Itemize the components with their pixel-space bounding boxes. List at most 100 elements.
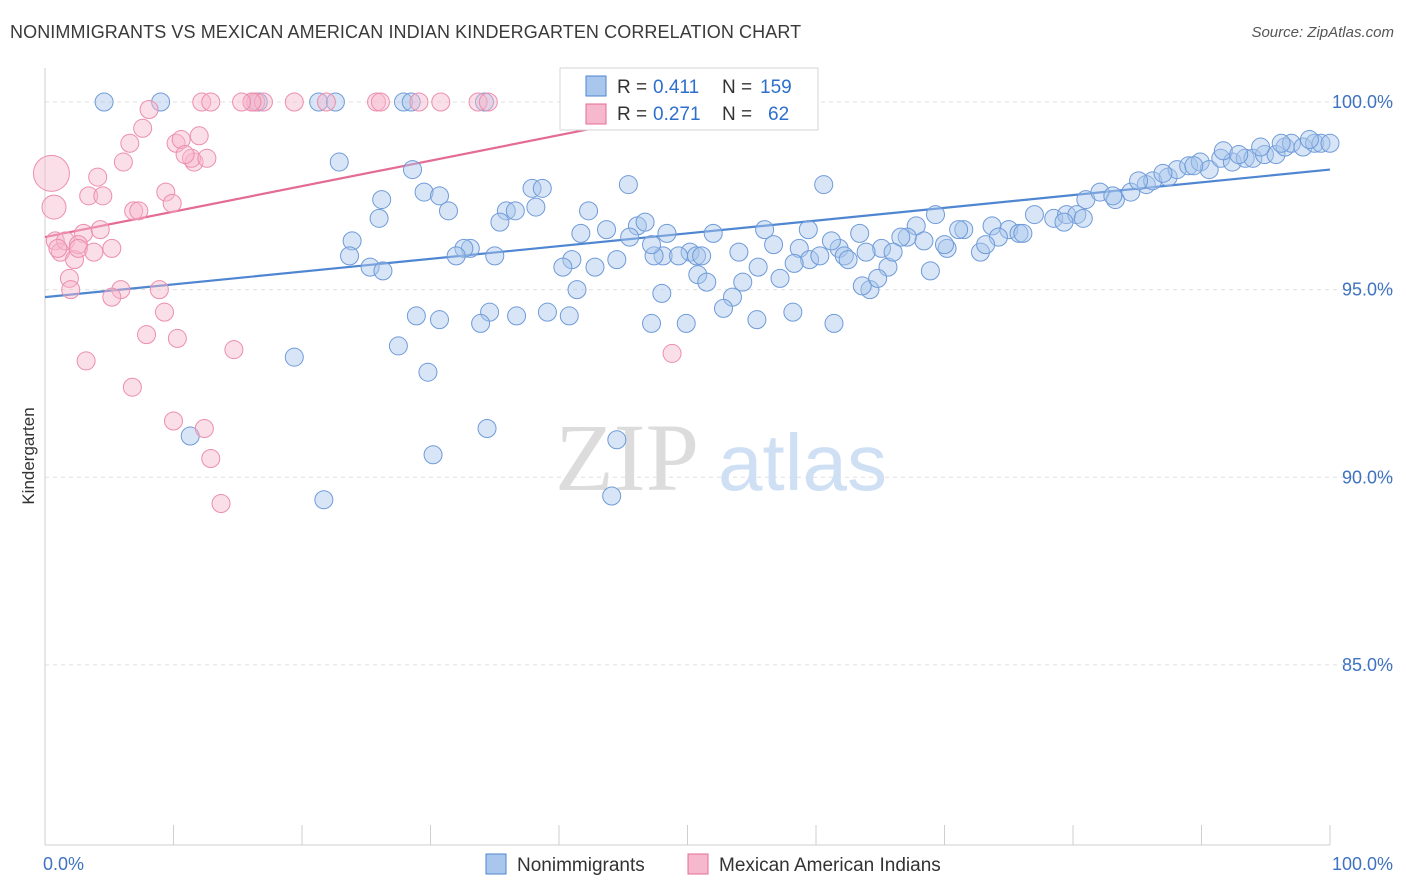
point-nonimmigrants xyxy=(403,160,423,180)
point-nonimmigrants xyxy=(1013,223,1033,243)
point-nonimmigrants xyxy=(505,201,525,221)
point-nonimmigrants xyxy=(329,152,349,172)
point-nonimmigrants xyxy=(935,235,954,255)
point-mexican-american-indians xyxy=(129,201,149,221)
point-mexican-american-indians xyxy=(139,100,159,120)
point-nonimmigrants xyxy=(340,246,360,266)
point-nonimmigrants xyxy=(747,310,767,330)
data-points xyxy=(32,92,1340,514)
point-nonimmigrants xyxy=(821,231,841,251)
point-mexican-american-indians xyxy=(181,148,201,168)
point-mexican-american-indians xyxy=(68,238,88,258)
point-nonimmigrants xyxy=(926,205,946,225)
axes xyxy=(44,68,1331,846)
point-nonimmigrants xyxy=(669,246,689,266)
point-nonimmigrants xyxy=(1235,148,1255,168)
y-tick-label: 100.0% xyxy=(1332,92,1393,112)
point-nonimmigrants xyxy=(406,306,426,326)
point-nonimmigrants xyxy=(1243,148,1263,168)
point-nonimmigrants xyxy=(471,313,491,333)
point-nonimmigrants xyxy=(1213,141,1233,161)
point-mexican-american-indians xyxy=(162,193,182,213)
point-nonimmigrants xyxy=(872,238,892,258)
point-nonimmigrants xyxy=(372,190,392,210)
point-nonimmigrants xyxy=(713,298,733,318)
point-nonimmigrants xyxy=(314,490,334,510)
point-mexican-american-indians xyxy=(211,494,231,514)
point-nonimmigrants xyxy=(814,175,834,195)
point-nonimmigrants xyxy=(579,201,599,221)
point-nonimmigrants xyxy=(1103,186,1123,206)
point-nonimmigrants xyxy=(680,242,700,262)
point-nonimmigrants xyxy=(369,208,389,228)
point-nonimmigrants xyxy=(388,336,408,356)
source-label: Source: ZipAtlas.com xyxy=(1251,24,1394,41)
point-nonimmigrants xyxy=(1143,171,1163,191)
point-mexican-american-indians xyxy=(201,449,221,468)
point-mexican-american-indians xyxy=(32,154,70,192)
point-mexican-american-indians xyxy=(156,182,176,202)
legend-n-label-1: N = xyxy=(722,77,752,98)
point-nonimmigrants xyxy=(1271,133,1291,153)
point-nonimmigrants xyxy=(868,268,888,288)
point-nonimmigrants xyxy=(1024,205,1044,225)
point-nonimmigrants xyxy=(1229,145,1249,165)
point-mexican-american-indians xyxy=(201,92,221,112)
bottom-legend-label-1: Nonimmigrants xyxy=(517,855,645,876)
point-nonimmigrants xyxy=(635,212,655,232)
point-mexican-american-indians xyxy=(155,302,175,322)
point-nonimmigrants xyxy=(454,238,474,258)
point-nonimmigrants xyxy=(1299,130,1319,150)
point-mexican-american-indians xyxy=(41,194,67,220)
point-mexican-american-indians xyxy=(409,92,429,112)
point-nonimmigrants xyxy=(834,246,854,266)
legend-r-label-2: R = xyxy=(617,104,647,125)
point-mexican-american-indians xyxy=(61,280,81,300)
point-nonimmigrants xyxy=(607,430,627,450)
point-nonimmigrants xyxy=(607,250,627,270)
x-tick-label-start: 0.0% xyxy=(43,854,84,874)
point-mexican-american-indians xyxy=(102,287,122,307)
point-nonimmigrants xyxy=(507,306,527,326)
point-nonimmigrants xyxy=(770,268,790,288)
point-nonimmigrants xyxy=(1179,156,1199,176)
point-mexican-american-indians xyxy=(45,231,65,251)
point-nonimmigrants xyxy=(571,223,591,243)
x-tick-label-end: 100.0% xyxy=(1332,854,1393,874)
chart-title: NONIMMIGRANTS VS MEXICAN AMERICAN INDIAN… xyxy=(10,22,802,42)
point-mexican-american-indians xyxy=(242,92,262,112)
point-nonimmigrants xyxy=(414,182,434,202)
point-nonimmigrants xyxy=(733,272,753,292)
legend-n-label-2: N = xyxy=(722,104,752,125)
tick-labels: 85.0% 90.0% 95.0% 100.0% 0.0% 100.0% xyxy=(43,92,1393,874)
point-nonimmigrants xyxy=(532,178,552,198)
point-nonimmigrants xyxy=(342,231,362,251)
point-nonimmigrants xyxy=(602,486,622,506)
point-mexican-american-indians xyxy=(431,92,451,112)
point-mexican-american-indians xyxy=(93,186,113,206)
point-mexican-american-indians xyxy=(171,130,191,150)
point-nonimmigrants xyxy=(784,253,804,273)
point-nonimmigrants xyxy=(537,302,557,322)
point-mexican-american-indians xyxy=(284,92,304,112)
point-nonimmigrants xyxy=(309,92,329,112)
y-axis-label: Kindergarten xyxy=(19,407,38,504)
point-nonimmigrants xyxy=(477,418,497,438)
bottom-legend-label-2: Mexican American Indians xyxy=(719,855,941,876)
point-nonimmigrants xyxy=(429,186,449,206)
point-nonimmigrants xyxy=(1153,163,1173,183)
point-nonimmigrants xyxy=(914,231,934,251)
point-nonimmigrants xyxy=(1320,133,1340,153)
point-nonimmigrants xyxy=(891,227,911,247)
point-mexican-american-indians xyxy=(149,280,169,300)
point-mexican-american-indians xyxy=(76,351,96,371)
point-mexican-american-indians xyxy=(175,145,195,165)
point-nonimmigrants xyxy=(1073,208,1093,228)
point-mexican-american-indians xyxy=(253,92,273,112)
point-nonimmigrants xyxy=(642,235,662,255)
y-tick-label: 90.0% xyxy=(1342,467,1393,487)
point-mexican-american-indians xyxy=(122,377,142,397)
bottom-legend-swatch-pink xyxy=(687,853,709,875)
point-nonimmigrants xyxy=(954,220,974,240)
